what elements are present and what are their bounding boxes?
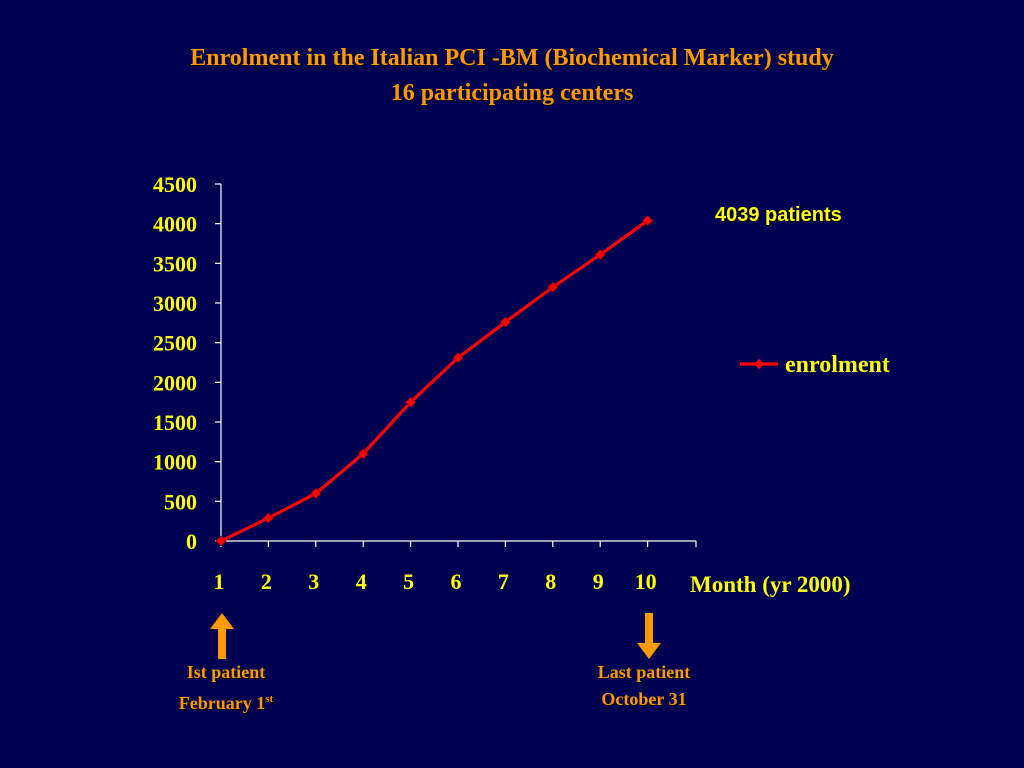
data-point [215, 535, 227, 547]
legend-swatch-marker [754, 359, 764, 369]
x-tick-label: 4 [356, 569, 367, 594]
x-tick-label: 9 [593, 569, 604, 594]
slide-title: Enrolment in the Italian PCI -BM (Bioche… [190, 45, 834, 71]
data-point [642, 215, 654, 226]
x-tick-label: 3 [308, 569, 319, 594]
data-point [262, 512, 274, 524]
x-tick-label: 8 [545, 569, 556, 594]
last-patient-label: Last patient [597, 662, 691, 682]
y-tick-label: 1500 [153, 410, 197, 435]
legend: enrolment [740, 352, 890, 378]
slide-subtitle: 16 participating centers [390, 80, 634, 106]
arrow-down-icon [637, 613, 661, 659]
first-patient-date: February 1st [178, 693, 274, 713]
data-point [357, 448, 369, 460]
y-tick-label: 3500 [153, 251, 197, 276]
y-tick-label: 1000 [153, 450, 197, 475]
x-tick-label: 5 [403, 569, 414, 594]
first-patient-label: Ist patient [186, 662, 266, 682]
legend-label: enrolment [785, 352, 890, 378]
y-tick-label: 4000 [153, 212, 197, 237]
series-enrolment [215, 215, 654, 547]
x-tick-label: 6 [451, 569, 462, 594]
data-point [594, 249, 606, 261]
y-tick-label: 2000 [153, 370, 197, 395]
y-axis: 0 500 1000 1500 2000 2500 3000 3500 4000 4500 [153, 172, 222, 554]
last-patient-date: October 31 [601, 689, 687, 709]
y-tick-label: 3000 [153, 291, 197, 316]
y-tick-label: 500 [164, 489, 197, 514]
arrow-up-icon [210, 613, 234, 659]
x-tick-label: 1 [214, 569, 225, 594]
last-patient-note: Last patient October 31 [564, 659, 724, 713]
total-patients-callout: 4039 patients [715, 204, 842, 226]
x-tick-label: 2 [261, 569, 272, 594]
data-point [310, 487, 322, 499]
first-patient-note: Ist patient February 1st [146, 659, 306, 717]
y-tick-label: 4500 [153, 172, 197, 197]
x-axis: 1 2 3 4 5 6 7 8 9 10 [214, 540, 697, 594]
data-point [405, 396, 417, 408]
data-point [547, 281, 559, 293]
x-tick-label: 10 [635, 569, 657, 594]
x-tick-label: 7 [498, 569, 509, 594]
series-line [220, 219, 649, 543]
data-point [452, 352, 464, 364]
x-axis-title: Month (yr 2000) [690, 572, 851, 597]
y-tick-label: 2500 [153, 331, 197, 356]
data-point [499, 316, 511, 328]
y-tick-label: 0 [186, 529, 197, 554]
